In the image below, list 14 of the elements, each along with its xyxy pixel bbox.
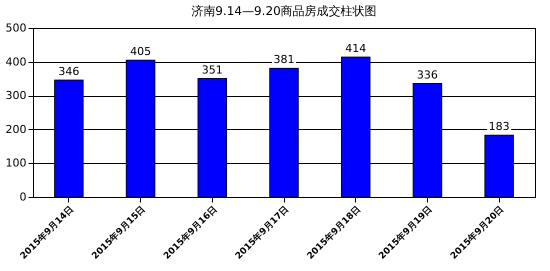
y-tick-label: 300 [6,89,26,102]
data-label: 336 [416,68,438,82]
y-tick-label: 500 [6,22,26,34]
data-label: 414 [345,42,366,56]
data-label: 183 [488,120,510,134]
y-tick-label: 400 [6,55,26,68]
data-label: 351 [202,63,223,76]
chart-title: 济南9.14—9.20商品房成交柱状图 [191,4,377,18]
data-label: 346 [58,65,80,78]
y-tick-label: 0 [20,190,26,204]
data-label: 405 [130,45,152,58]
y-tick-label: 100 [6,156,26,170]
y-tick-label: 200 [6,122,26,136]
data-label: 381 [274,53,294,66]
